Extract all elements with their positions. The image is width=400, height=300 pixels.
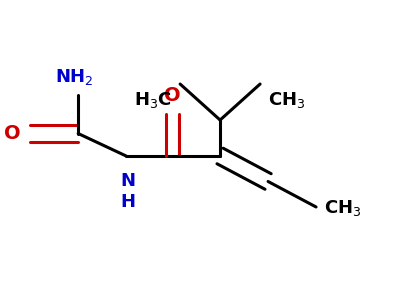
Text: N
H: N H bbox=[121, 172, 136, 211]
Text: CH$_3$: CH$_3$ bbox=[268, 90, 306, 110]
Text: CH$_3$: CH$_3$ bbox=[324, 199, 362, 218]
Text: H$_3$C: H$_3$C bbox=[134, 90, 172, 110]
Text: NH$_2$: NH$_2$ bbox=[55, 67, 94, 87]
Text: O: O bbox=[4, 124, 20, 143]
Text: O: O bbox=[164, 86, 180, 105]
